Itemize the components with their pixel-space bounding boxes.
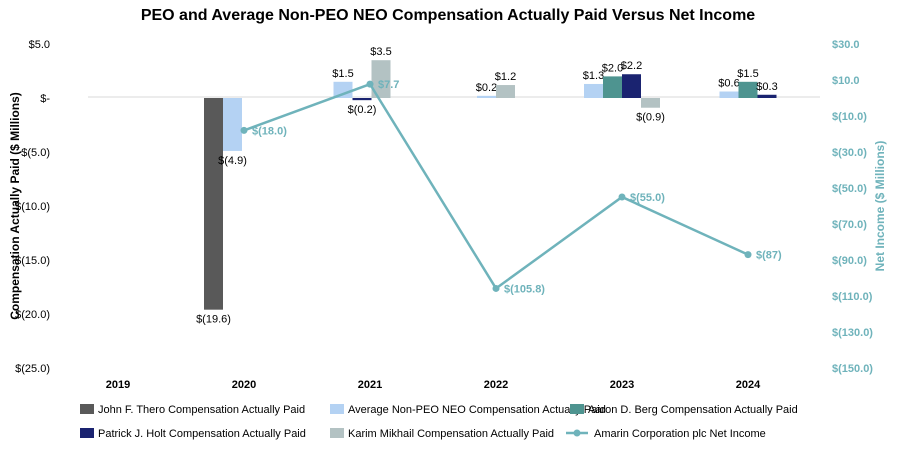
y-tick-label: $5.0 (29, 39, 50, 51)
chart-title: PEO and Average Non-PEO NEO Compensation… (141, 7, 755, 24)
bar (223, 98, 242, 151)
bar-data-label: $(0.2) (348, 104, 377, 116)
x-tick-label: 2020 (232, 379, 256, 391)
net-income-data-label: $(87) (756, 250, 782, 262)
y-tick-label: $(25.0) (15, 363, 50, 375)
y2-tick-label: $(30.0) (832, 147, 867, 159)
bar-data-label: $3.5 (370, 46, 391, 58)
net-income-point (618, 193, 626, 201)
bar-data-label: $1.3 (583, 70, 604, 82)
legend-label: Amarin Corporation plc Net Income (594, 428, 766, 440)
y2-tick-label: $(70.0) (832, 219, 867, 231)
y2-tick-label: $(10.0) (832, 111, 867, 123)
y2-tick-label: $(130.0) (832, 327, 873, 339)
bar-data-label: $(0.9) (636, 112, 665, 124)
bar (371, 60, 391, 98)
bar-data-label: $(4.9) (218, 155, 247, 167)
legend-swatch (330, 428, 344, 438)
y2-tick-label: $30.0 (832, 39, 860, 51)
legend-swatch (80, 404, 94, 414)
bar-data-label: $2.2 (621, 60, 642, 72)
y2-tick-label: $(110.0) (832, 291, 873, 303)
left-axis: $5.0 $- $(5.0) $(10.0) $(15.0) $(20.0) $(25.0) (15, 39, 50, 375)
y-tick-label: $(20.0) (15, 309, 50, 321)
y2-axis-title: Net Income ($ Millions) (873, 141, 887, 272)
legend-swatch (330, 404, 344, 414)
net-income-data-label: $7.7 (378, 79, 399, 91)
bar (584, 83, 603, 98)
bar-data-label: $0.6 (718, 78, 739, 90)
net-income-point (240, 126, 248, 134)
x-tick-label: 2023 (610, 379, 634, 391)
net-income-point (366, 80, 374, 88)
legend-label: Karim Mikhail Compensation Actually Paid (348, 428, 554, 440)
y2-tick-label: $10.0 (832, 75, 860, 87)
bar-data-label: $0.2 (476, 82, 497, 94)
bar (738, 81, 758, 98)
x-axis: 2019 2020 2021 2022 2023 2024 (106, 379, 761, 391)
bar-data-label: $(19.6) (196, 314, 231, 326)
legend-label: Patrick J. Holt Compensation Actually Pa… (98, 428, 306, 440)
bar (204, 98, 223, 310)
bar (757, 94, 777, 98)
net-income-data-label: $(55.0) (630, 192, 665, 204)
y-tick-label: $(15.0) (15, 255, 50, 267)
bar (641, 98, 660, 108)
legend-label: John F. Thero Compensation Actually Paid (98, 404, 305, 416)
bar (603, 76, 622, 98)
x-tick-label: 2021 (358, 379, 382, 391)
y-tick-label: $(10.0) (15, 201, 50, 213)
right-axis: $30.0 $10.0 $(10.0) $(30.0) $(50.0) $(70.0) $(… (832, 39, 873, 375)
bar (496, 85, 515, 98)
bar-data-label: $1.2 (495, 71, 516, 83)
legend-label: Aaron D. Berg Compensation Actually Paid (588, 404, 798, 416)
bar (352, 98, 372, 101)
net-income-line-path (243, 82, 749, 291)
x-tick-label: 2024 (736, 379, 761, 391)
bar-data-label: $0.3 (756, 81, 777, 93)
legend: John F. Thero Compensation Actually Paid… (80, 404, 798, 440)
bar (719, 91, 739, 98)
bar (622, 74, 641, 98)
y-tick-label: $- (40, 93, 50, 105)
x-tick-label: 2019 (106, 379, 130, 391)
net-income-data-label: $(105.8) (504, 283, 545, 295)
legend-label: Average Non-PEO NEO Compensation Actuall… (348, 404, 606, 416)
net-income-line: $(18.0) $7.7 $(105.8) $(55.0) $(87) (240, 79, 782, 295)
bars: $(19.6)$(4.9)$1.5$(0.2)$3.5$0.2$1.2 $1.3$… (196, 46, 778, 325)
y2-tick-label: $(50.0) (832, 183, 867, 195)
net-income-point (744, 251, 752, 259)
net-income-data-label: $(18.0) (252, 125, 287, 137)
x-tick-label: 2022 (484, 379, 508, 391)
bar-data-label: $1.5 (332, 68, 353, 80)
y2-tick-label: $(90.0) (832, 255, 867, 267)
bar-data-label: $1.5 (737, 68, 758, 80)
bar (477, 95, 496, 98)
legend-swatch (570, 404, 584, 414)
y2-tick-label: $(150.0) (832, 363, 873, 375)
y-tick-label: $(5.0) (21, 147, 50, 159)
legend-marker (573, 429, 581, 437)
bar (333, 81, 353, 98)
bar-data-label: $2.0 (602, 62, 623, 74)
y-axis-title: Compensation Actually Paid ($ Millions) (8, 92, 22, 320)
net-income-point (492, 284, 500, 292)
legend-swatch (80, 428, 94, 438)
